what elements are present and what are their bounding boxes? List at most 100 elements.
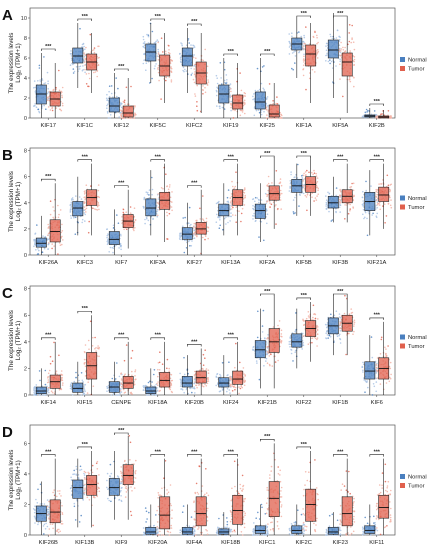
data-point	[362, 200, 365, 202]
data-point	[42, 235, 44, 237]
data-point	[389, 204, 392, 207]
outlier-point	[370, 336, 373, 338]
data-point	[169, 58, 172, 61]
outlier-point	[43, 56, 45, 58]
data-point	[195, 219, 197, 222]
data-point	[338, 44, 341, 46]
data-point	[131, 374, 133, 377]
data-point	[328, 210, 330, 213]
significance-label: ***	[191, 181, 198, 187]
data-point	[216, 82, 219, 85]
data-point	[145, 69, 147, 71]
outlier-point	[366, 234, 369, 237]
data-point	[51, 107, 53, 110]
outlier-point	[196, 109, 199, 112]
data-point	[119, 111, 122, 114]
data-point	[204, 235, 207, 237]
outlier-point	[269, 353, 272, 355]
data-point	[339, 322, 342, 324]
data-point	[307, 315, 310, 317]
outlier-point	[90, 185, 92, 187]
data-point	[202, 385, 205, 388]
data-point	[339, 78, 341, 80]
data-point	[193, 237, 196, 239]
significance-label: ***	[264, 151, 271, 157]
data-point	[242, 104, 245, 107]
data-point	[266, 346, 269, 348]
data-point	[229, 392, 231, 394]
data-point	[243, 192, 246, 194]
data-point	[55, 88, 57, 91]
data-point	[47, 381, 50, 383]
data-point	[41, 105, 43, 107]
outlier-point	[123, 359, 126, 362]
data-point	[158, 79, 160, 82]
outlier-point	[122, 208, 125, 211]
data-point	[230, 109, 232, 112]
data-point	[98, 45, 100, 48]
x-tick-label: KIFC2	[186, 123, 202, 129]
data-point	[243, 189, 245, 191]
data-point	[157, 48, 159, 51]
data-point	[216, 86, 218, 89]
outlier-point	[190, 74, 193, 76]
data-point	[340, 190, 342, 193]
data-point	[53, 210, 55, 212]
data-point	[307, 311, 310, 313]
data-point	[269, 364, 271, 367]
data-point	[378, 183, 380, 185]
data-point	[69, 64, 72, 66]
data-point	[118, 247, 120, 249]
outlier-point	[330, 220, 333, 222]
data-point	[325, 201, 328, 204]
data-point	[180, 388, 182, 390]
data-point	[216, 90, 218, 93]
data-point	[47, 375, 49, 378]
data-point	[168, 76, 171, 78]
data-point	[96, 209, 99, 211]
data-point	[312, 36, 315, 38]
data-point	[331, 37, 334, 40]
data-point	[376, 377, 379, 379]
data-point	[215, 221, 218, 223]
data-point	[43, 247, 46, 250]
legend-swatch-normal	[400, 195, 405, 201]
data-point	[82, 381, 84, 383]
data-point	[376, 115, 378, 117]
outlier-point	[294, 62, 296, 64]
data-point	[57, 216, 60, 219]
data-point	[171, 209, 173, 212]
outlier-point	[348, 24, 351, 26]
data-point	[376, 206, 379, 209]
data-point	[134, 219, 137, 221]
x-tick-label: KIF2A	[259, 260, 275, 266]
data-point	[303, 178, 306, 180]
data-point	[289, 42, 291, 44]
outlier-point	[263, 239, 265, 242]
data-point	[303, 36, 306, 39]
data-point	[234, 386, 237, 389]
data-point	[279, 189, 282, 192]
data-point	[62, 382, 64, 384]
data-point	[303, 45, 305, 48]
box-tumor	[122, 376, 134, 389]
data-point	[83, 56, 86, 58]
box-tumor	[195, 222, 207, 235]
x-tick-label: KIF25	[260, 123, 275, 129]
data-point	[57, 204, 59, 207]
data-point	[314, 197, 317, 199]
data-point	[263, 365, 265, 367]
data-point	[33, 245, 35, 248]
outlier-point	[125, 86, 128, 89]
outlier-point	[373, 110, 376, 112]
outlier-point	[335, 187, 338, 189]
data-point	[94, 71, 97, 73]
data-point	[47, 106, 50, 108]
data-point	[61, 96, 63, 98]
data-point	[271, 365, 274, 367]
data-point	[132, 227, 135, 230]
data-point	[35, 384, 38, 386]
data-point	[244, 187, 246, 189]
